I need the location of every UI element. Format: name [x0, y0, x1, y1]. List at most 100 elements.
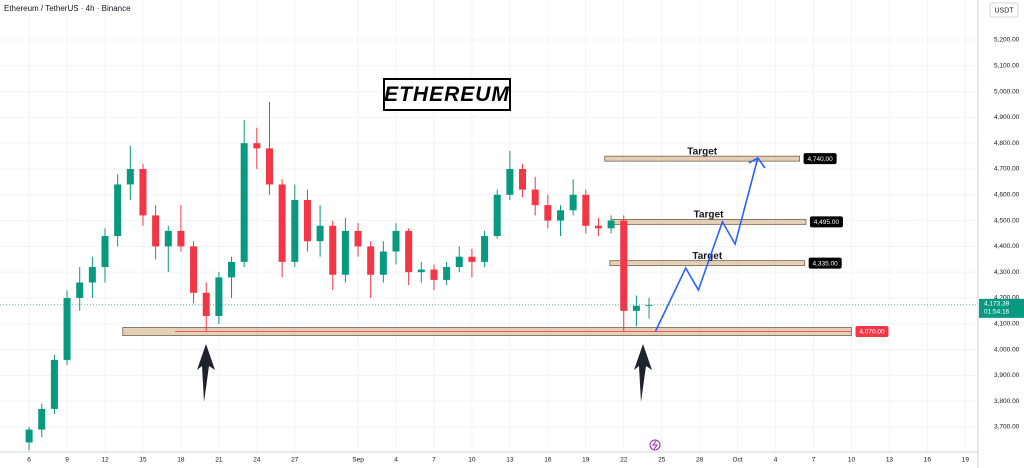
candle-body — [443, 267, 451, 280]
level-label-box — [855, 326, 889, 338]
x-tick-label: 16 — [544, 457, 552, 464]
x-tick-label: 13 — [886, 457, 894, 464]
currency: USDT — [994, 7, 1014, 14]
badge-box — [383, 78, 511, 111]
candle-body — [341, 230, 349, 275]
x-tick-label: 10 — [848, 457, 856, 464]
level-label: 4,495.00 — [814, 219, 840, 226]
candle-body — [202, 292, 210, 317]
candle-body — [228, 261, 236, 278]
projection-arrowhead — [748, 156, 766, 169]
level-label: 4,335.00 — [813, 260, 839, 267]
level-label: 4,740.00 — [807, 156, 833, 163]
candle-body — [152, 215, 160, 247]
x-tick-label: 19 — [962, 457, 970, 464]
candle-body — [164, 230, 172, 247]
y-tick-label: 5,100.00 — [994, 63, 1020, 70]
chart-title: Ethereum / TetherUS · 4h · Binance — [4, 4, 131, 13]
candle-body — [278, 184, 286, 262]
candle-body — [531, 189, 539, 206]
y-tick-label: 4,400.00 — [994, 243, 1020, 250]
currency-box — [989, 2, 1019, 18]
candle-body — [265, 148, 273, 185]
y-tick-label: 5,000.00 — [994, 88, 1020, 95]
y-tick-label: 4,800.00 — [994, 140, 1020, 147]
zone — [604, 155, 801, 162]
y-tick-label: 4,000.00 — [994, 346, 1020, 353]
candle-body — [63, 297, 71, 360]
candle-body — [379, 251, 387, 275]
overlay: 3,700.00 3,800.00 3,900.00 4,000.00 4,100.00… — [27, 37, 1024, 464]
candle-body — [329, 225, 337, 275]
candle-body — [632, 305, 640, 311]
x-tick-label: 4 — [394, 457, 398, 464]
candle-body — [240, 143, 248, 262]
candle-body — [367, 246, 375, 275]
level-label-box — [803, 153, 837, 165]
grid — [0, 0, 978, 452]
event-icon-glyph — [652, 440, 658, 450]
candle-body — [405, 230, 413, 273]
x-tick-label: 9 — [65, 457, 69, 464]
candle-body — [139, 168, 147, 216]
level-label: 4,070.00 — [859, 329, 885, 336]
x-tick-label: 4 — [774, 457, 778, 464]
x-tick-label: 28 — [696, 457, 704, 464]
x-tick-label: Sep — [352, 457, 364, 464]
last-price-box — [979, 298, 1024, 318]
y-tick-label: 4,300.00 — [994, 269, 1020, 276]
candle-body — [569, 194, 577, 211]
candle-body — [215, 277, 223, 317]
x-tick-label: 24 — [253, 457, 261, 464]
target-label: Target — [694, 210, 724, 221]
candle-body — [430, 269, 438, 280]
y-tick-label: 4,600.00 — [994, 192, 1020, 199]
candle-body — [481, 236, 489, 262]
candle-body — [594, 225, 602, 229]
candle-body — [493, 194, 501, 237]
y-tick-label: 4,900.00 — [994, 114, 1020, 121]
y-tick-label: 4,100.00 — [994, 320, 1020, 327]
candle-body — [468, 256, 476, 262]
candle-body — [291, 199, 299, 262]
x-tick-label: 16 — [924, 457, 932, 464]
candle-body — [582, 194, 590, 226]
x-tick-label: 19 — [582, 457, 590, 464]
x-tick-label: 18 — [177, 457, 185, 464]
candle-body — [455, 256, 463, 268]
y-tick-label: 4,200.00 — [994, 295, 1020, 302]
x-tick-label: 21 — [215, 457, 223, 464]
y-tick-label: 5,200.00 — [994, 37, 1020, 44]
x-tick-label: 22 — [620, 457, 628, 464]
candle-body — [76, 282, 84, 298]
x-tick-label: Oct — [733, 457, 743, 464]
candle-body — [88, 267, 96, 283]
arrow-up — [197, 344, 215, 402]
candle-body — [519, 168, 527, 190]
candle-body — [544, 205, 552, 221]
candle-body — [392, 230, 400, 252]
candle-body — [620, 220, 628, 311]
x-tick-label: 15 — [139, 457, 147, 464]
candle-body — [607, 220, 615, 229]
y-tick-label: 3,800.00 — [994, 398, 1020, 405]
target-label: Target — [687, 146, 717, 157]
y-tick-label: 4,700.00 — [994, 166, 1020, 173]
candle-body — [177, 230, 185, 247]
candle-body — [417, 269, 425, 273]
candle-body — [556, 210, 564, 221]
candle-body — [101, 236, 109, 268]
candle-body — [354, 230, 362, 247]
candle-body — [126, 168, 134, 185]
x-tick-label: 25 — [658, 457, 666, 464]
level-label-box — [808, 257, 842, 269]
x-tick-label: 7 — [432, 457, 436, 464]
x-tick-label: 6 — [27, 457, 31, 464]
candle-body — [506, 168, 514, 195]
x-tick-label: 27 — [291, 457, 299, 464]
candle-body — [50, 359, 58, 409]
badge: ETHEREUM — [384, 83, 510, 106]
candle-body — [316, 225, 324, 242]
candle-body — [645, 304, 653, 306]
